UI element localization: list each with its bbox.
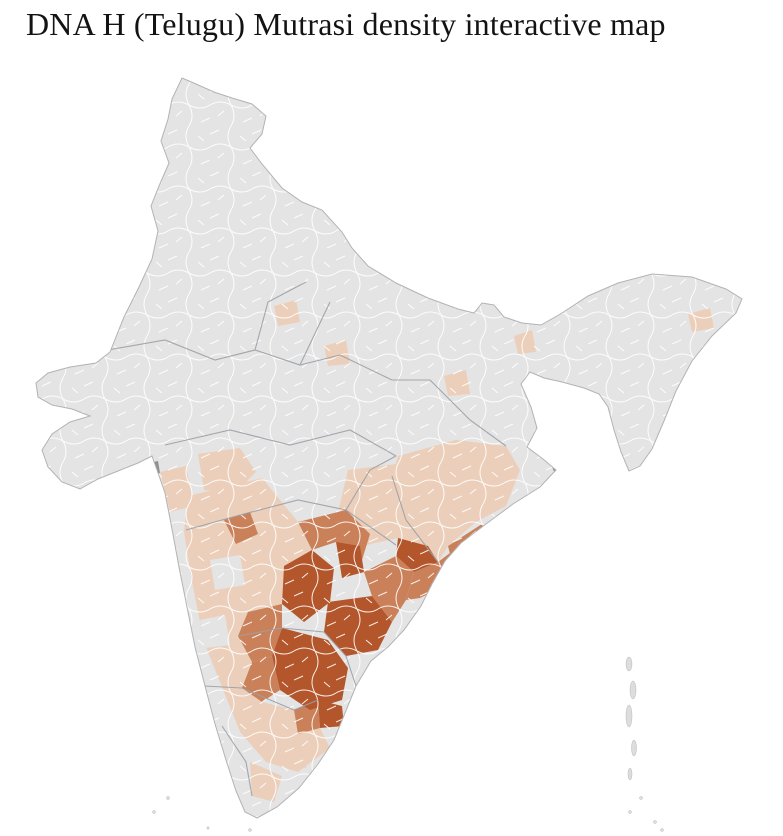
island[interactable] bbox=[625, 704, 633, 728]
island[interactable] bbox=[206, 826, 210, 830]
island[interactable] bbox=[639, 796, 643, 800]
page-title: DNA H (Telugu) Mutrasi density interacti… bbox=[26, 6, 666, 42]
island[interactable] bbox=[629, 680, 637, 700]
region-north-scatter-5[interactable] bbox=[544, 414, 566, 442]
island[interactable] bbox=[166, 796, 170, 800]
island[interactable] bbox=[625, 656, 633, 672]
island[interactable] bbox=[660, 828, 664, 832]
island[interactable] bbox=[653, 820, 657, 824]
lakshadweep-islands[interactable] bbox=[152, 796, 252, 832]
island[interactable] bbox=[248, 828, 252, 832]
state-borders bbox=[107, 281, 507, 797]
island[interactable] bbox=[631, 739, 637, 757]
west-coast-city-district[interactable] bbox=[40, 414, 49, 424]
island[interactable] bbox=[627, 767, 633, 781]
island[interactable] bbox=[152, 810, 156, 814]
island[interactable] bbox=[628, 810, 632, 814]
andaman-nicobar-islands[interactable] bbox=[625, 656, 664, 832]
